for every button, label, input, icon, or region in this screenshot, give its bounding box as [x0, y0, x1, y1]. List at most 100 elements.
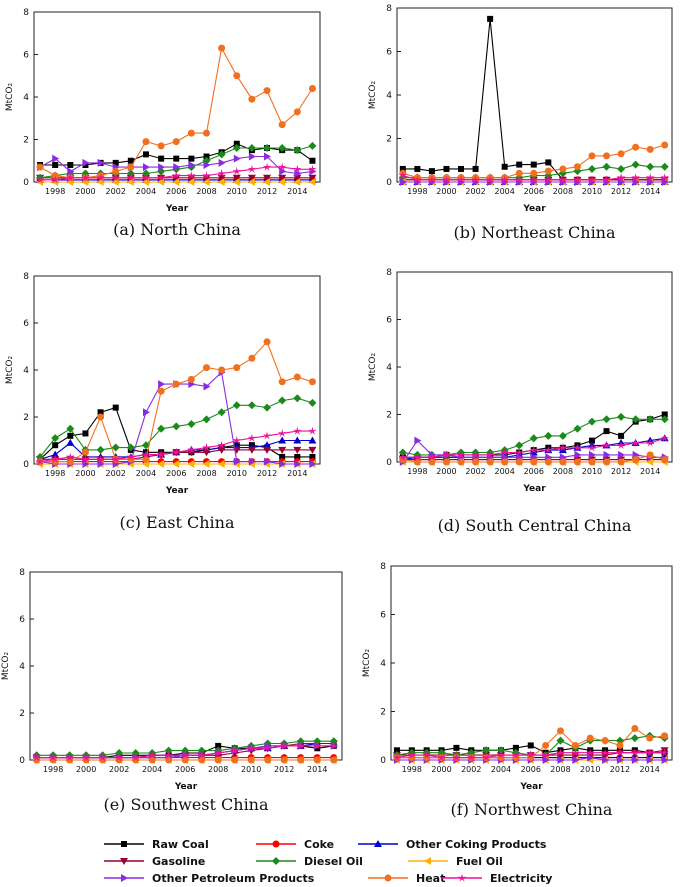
series-heat [393, 724, 669, 762]
data-point [278, 436, 287, 444]
data-point [172, 178, 180, 186]
data-point [278, 378, 286, 386]
data-point [81, 448, 89, 456]
data-point [66, 438, 75, 446]
data-point [603, 152, 611, 160]
data-point [158, 163, 166, 172]
data-point [165, 756, 173, 764]
x-tick-label: 1998 [43, 765, 63, 774]
star-icon [457, 873, 467, 882]
y-tick-label: 4 [23, 93, 29, 103]
series-heat [399, 451, 669, 466]
data-point [232, 401, 241, 410]
data-point [573, 175, 582, 184]
data-point [485, 450, 495, 459]
x-tick-label: 1998 [407, 187, 427, 196]
x-tick-label: 2004 [136, 469, 156, 478]
legend-item-gasoline: Gasoline [104, 855, 205, 868]
x-tick-label: 2004 [142, 765, 162, 774]
data-point [457, 458, 465, 466]
data-point [631, 415, 640, 424]
data-point [529, 448, 538, 456]
data-point [471, 450, 480, 459]
data-point [293, 108, 301, 116]
data-point [82, 756, 90, 764]
data-point [526, 750, 536, 759]
data-point [556, 752, 565, 760]
x-axis-label: Year [174, 782, 198, 792]
chart-panel-a-north-china: 0 2 4 6 8 1998 2000 2002 2004 2006 2008 2010 2012 201… [5, 8, 321, 239]
data-point [413, 175, 422, 184]
x-tick-label: 2008 [553, 187, 573, 196]
x-tick-label: 2000 [75, 469, 95, 478]
data-point [232, 166, 242, 176]
data-point [442, 458, 450, 466]
x-axis-label: Year [165, 204, 189, 214]
data-point [501, 163, 508, 170]
data-point [187, 449, 196, 457]
data-point [278, 121, 286, 129]
data-point [646, 451, 654, 459]
data-point [660, 173, 669, 182]
x-tick-label: 2014 [640, 765, 660, 774]
data-point [558, 446, 567, 454]
data-point [66, 424, 75, 433]
data-point [112, 404, 119, 411]
legend-label: Electricity [490, 872, 552, 885]
x-tick-label: 2010 [580, 765, 600, 774]
data-point [156, 450, 166, 459]
data-point [82, 430, 89, 437]
data-point [527, 742, 534, 749]
x-tick-label: 2008 [196, 469, 216, 478]
data-point [556, 727, 564, 735]
data-point [99, 756, 107, 764]
data-point [52, 442, 59, 449]
data-point [217, 178, 225, 186]
data-point [277, 428, 287, 438]
x-tick-label: 1998 [45, 187, 65, 196]
data-point [631, 438, 640, 447]
data-point [278, 396, 287, 405]
x-tick-label: 2000 [431, 765, 451, 774]
y-tick-label: 0 [23, 460, 29, 470]
data-point [278, 174, 287, 182]
x-tick-label: 2012 [257, 469, 277, 478]
data-point [585, 748, 595, 757]
data-point [293, 426, 302, 435]
data-point [248, 457, 256, 466]
data-point [141, 450, 151, 459]
data-point [661, 756, 669, 764]
data-point [141, 173, 151, 182]
data-point [514, 448, 524, 457]
data-point [452, 753, 461, 762]
data-point [158, 155, 165, 162]
data-point [630, 748, 640, 757]
data-point [601, 737, 609, 745]
data-point [398, 170, 408, 180]
data-point [453, 744, 460, 751]
data-point [559, 458, 567, 466]
data-point [233, 364, 241, 372]
y-tick-label: 4 [386, 91, 392, 101]
data-point [602, 415, 611, 424]
data-point [603, 450, 611, 459]
data-point [81, 173, 90, 182]
data-point [217, 446, 226, 454]
triangle-down-icon [120, 858, 128, 865]
data-point [218, 158, 226, 167]
chart-caption: (a) North China [113, 220, 241, 239]
data-point [545, 159, 552, 166]
data-point [661, 411, 668, 418]
data-point [218, 366, 226, 374]
x-tick-label: 2010 [227, 469, 247, 478]
x-tick-label: 2004 [491, 765, 511, 774]
y-tick-label: 0 [19, 756, 25, 766]
data-point [50, 454, 60, 463]
data-point [646, 162, 655, 171]
y-tick-label: 4 [386, 363, 392, 373]
data-point [617, 412, 626, 421]
data-point [293, 178, 301, 186]
data-point [263, 87, 271, 95]
data-point [496, 750, 506, 759]
legend: Raw Coal Coke Other Coking Products Gasolin… [104, 838, 552, 885]
